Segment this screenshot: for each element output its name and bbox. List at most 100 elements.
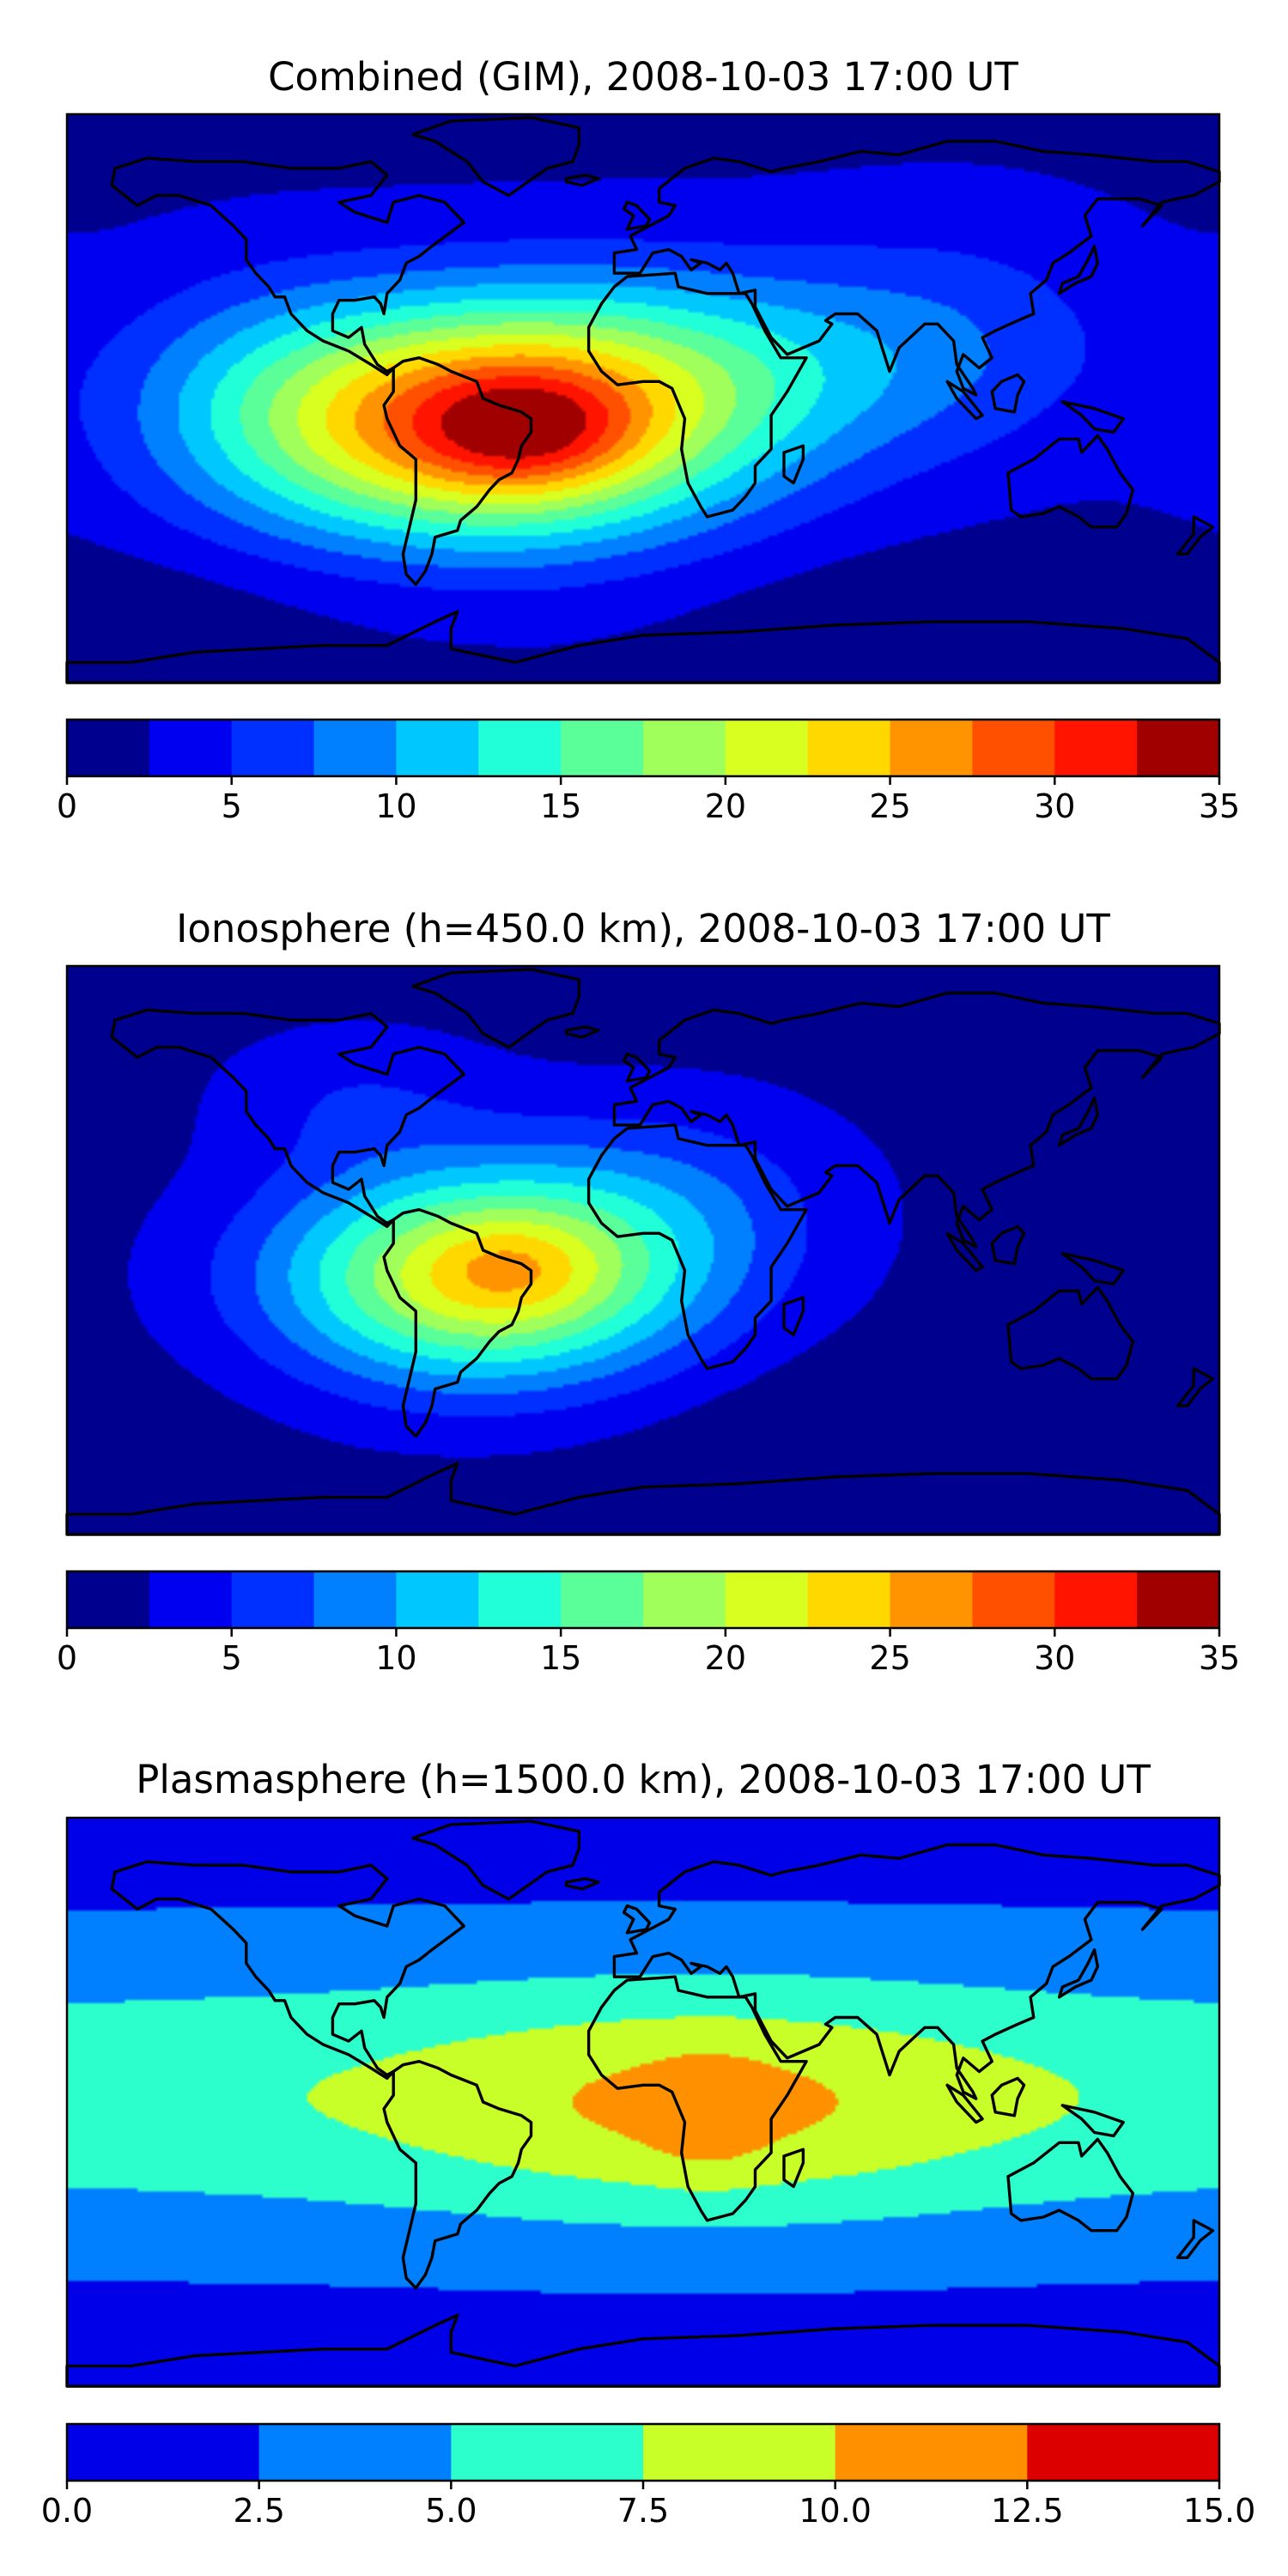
colorbar-band [890,720,974,776]
colorbar: 0 5 10 15 20 25 30 35 [57,718,1240,825]
colorbar-band [396,720,479,776]
coastline-africa [586,1975,808,2222]
colorbar-band [231,1571,315,1628]
panel-1: Combined (GIM), 2008-10-03 17:00 UT 0 5 10 1… [57,54,1240,825]
colorbar-tick-label: 10.0 [799,2492,872,2530]
coastline-new-zealand [1176,1367,1215,1407]
colorbar-tick-label: 12.5 [991,2492,1064,2530]
colorbar-band [807,720,891,776]
colorbar-band [313,720,398,776]
coastline-britain [622,200,652,231]
coastline-south-america [382,2060,533,2290]
colorbar-tick-label: 15 [540,1639,581,1677]
coastline-sumatra [945,2083,984,2124]
colorbar-tick-label: 25 [869,787,910,825]
colorbar-band [149,720,233,776]
coastline-borneo [990,1224,1026,1266]
coastline-eurasia [612,991,1221,1249]
colorbar-tick-label: 5 [222,787,242,825]
panel-title: Ionosphere (h=450.0 km), 2008-10-03 17:0… [176,906,1110,951]
colorbar-band [451,2424,644,2481]
colorbar-band [643,1571,726,1628]
contour-field [67,1818,1219,2386]
colorbar-tick-label: 30 [1034,787,1075,825]
colorbar-tick-label: 20 [705,1639,746,1677]
coastline-antarctica [65,2313,1221,2388]
map-frame [65,964,1221,1536]
coastline-britain [622,1904,652,1935]
coastline-antarctica [65,610,1221,684]
colorbar-tick-label: 7.5 [617,2492,669,2530]
colorbar-band [1027,2424,1220,2481]
panel-2: Ionosphere (h=450.0 km), 2008-10-03 17:0… [57,906,1240,1677]
coastline-greenland [410,968,581,1049]
panel-title: Plasmasphere (h=1500.0 km), 2008-10-03 1… [136,1757,1151,1802]
colorbar-band [725,720,809,776]
coastline-new-guinea [1060,1252,1125,1286]
coastline-new-zealand [1176,515,1215,556]
coastline-north-america [110,1860,465,2081]
contour-field [67,114,1219,683]
colorbar-tick-label: 10 [375,1639,416,1677]
coastline-new-guinea [1060,2104,1125,2138]
colorbar-band [1054,1571,1138,1628]
coastline-greenland [410,116,581,197]
colorbar-band [807,1571,891,1628]
map-frame [65,1816,1221,2388]
coastline-new-guinea [1060,400,1125,434]
coastline-north-america [110,1008,465,1229]
coastline-borneo [990,373,1026,414]
coastline-australia [1006,2137,1135,2233]
map-frame [65,112,1221,684]
colorbar-band [67,2424,260,2481]
colorbar-frame [65,718,1221,778]
colorbar-band [725,1571,809,1628]
coastline-iceland [564,1025,600,1039]
colorbar-frame [65,1570,1221,1630]
coastline-iceland [564,1877,600,1891]
colorbar-tick-label: 30 [1034,1639,1075,1677]
colorbar-band [478,1571,562,1628]
colorbar-tick-label: 10 [375,787,416,825]
colorbar-tick-label: 0 [57,787,77,825]
contour-field [67,966,1219,1534]
colorbar-tick-label: 20 [705,787,746,825]
colorbar-tick-label: 5.0 [425,2492,477,2530]
coastline-south-america [382,356,533,586]
colorbar-band [67,1571,150,1628]
coastline-eurasia [612,139,1221,397]
coastline-australia [1006,434,1135,529]
colorbar-band [231,720,315,776]
panel-title: Combined (GIM), 2008-10-03 17:00 UT [268,54,1018,100]
colorbar-band [67,720,150,776]
coastline-madagascar [782,2148,805,2189]
colorbar-tick-label: 0 [57,1639,77,1677]
colorbar-band [561,1571,644,1628]
coastline-eurasia [612,1843,1221,2100]
colorbar-band [1054,720,1138,776]
colorbar-tick-label: 35 [1199,787,1240,825]
colorbar-band [313,1571,398,1628]
coastline-japan [1057,1097,1099,1147]
colorbar-band [890,1571,974,1628]
colorbar-band [396,1571,479,1628]
coastline-sumatra [945,380,984,421]
colorbar-tick-label: 35 [1199,1639,1240,1677]
coastline-africa [586,1123,808,1370]
colorbar-band [972,720,1055,776]
colorbar-band [972,1571,1055,1628]
colorbar-tick-label: 0.0 [41,2492,93,2530]
colorbar-band [835,2424,1028,2481]
coastline-greenland [410,1820,581,1901]
colorbar-band [561,720,644,776]
panel-3: Plasmasphere (h=1500.0 km), 2008-10-03 1… [41,1757,1256,2530]
colorbar-band [149,1571,233,1628]
coastline-britain [622,1052,652,1083]
coastline-new-zealand [1176,2219,1215,2259]
coastline-iceland [564,173,600,187]
colorbar-tick-label: 15 [540,787,581,825]
coastline-antarctica [65,1461,1221,1536]
coastline-borneo [990,2076,1026,2117]
colorbar-tick-label: 25 [869,1639,910,1677]
